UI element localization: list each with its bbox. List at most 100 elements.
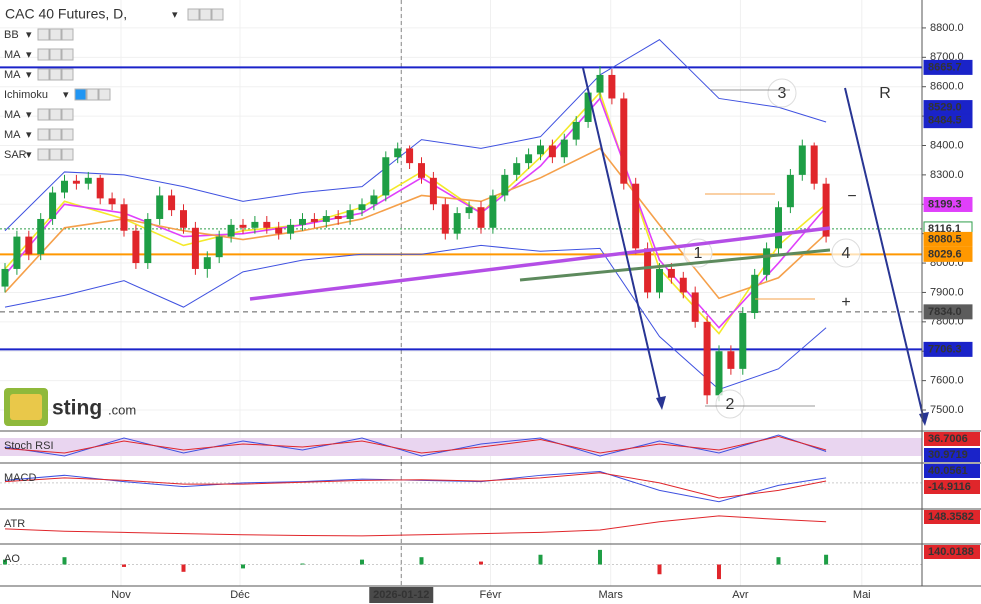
annotation: 1 [694,245,703,262]
candle-body [275,227,283,234]
annotation: 4 [842,245,851,262]
candle-body [655,268,663,293]
price-label-bg [923,341,973,357]
y-tick-label: 7900.0 [930,286,964,298]
y-tick-label: 8400.0 [930,139,964,151]
legend-entry: SAR [4,149,27,161]
legend-arrow: ▾ [172,9,178,21]
legend-entry: MA [4,69,21,81]
ao-bar [824,554,829,565]
price-label: 8029.6 [928,248,962,260]
ao-bar [2,559,7,565]
channel-line [844,87,925,421]
candle-body [239,224,247,228]
legend-icon[interactable] [199,8,212,21]
value-label: 148.3582 [928,511,974,523]
legend-icon[interactable] [49,68,62,81]
x-tick-label: Nov [111,589,131,601]
price-label: 8484.5 [928,115,962,127]
candle-body [132,230,140,264]
legend-icon[interactable] [61,68,74,81]
legend-icon[interactable] [37,28,50,41]
legend-entry: Ichimoku [4,89,48,101]
candle-body [727,351,735,369]
candle-body [429,177,437,205]
sub-panes: Stoch RSI 36.7006 30.9719 MACD 40.0561 -14.91… [0,430,981,580]
y-tick-label: 8800.0 [930,22,964,34]
candle-body [608,74,616,99]
candle-body [572,121,580,140]
price-label: 7706.3 [928,343,962,355]
candle-body [144,218,152,264]
candle-body [298,218,306,225]
legend-icon[interactable] [49,128,62,141]
candle-body [536,145,544,155]
legend-arrow: ▾ [26,69,32,81]
value-label: -14.9116 [928,481,971,493]
candle-body [370,195,378,205]
price-label-bg [923,196,973,212]
candle-body [25,236,33,255]
candle-body [179,210,187,228]
candle-body [822,183,830,237]
value-label-bg [924,480,980,494]
pane-band [0,438,922,456]
legend-icon[interactable] [98,88,111,101]
legend-icon[interactable] [37,108,50,121]
candle-body [810,145,818,184]
legend-icon[interactable] [187,8,200,21]
candle-body [287,224,295,234]
candle-body [465,207,473,214]
value-label-bg [924,432,980,446]
x-tick-label: Mai [853,589,871,601]
ao-bar [359,559,364,565]
legend-icon[interactable] [86,88,99,101]
ao-bar [419,557,424,565]
candle-body [13,236,21,269]
watermark-text: .com [108,402,136,417]
candle-body [548,145,556,158]
legend-icon[interactable] [37,128,50,141]
x-tick-label: Févr [480,589,502,601]
legend-icon[interactable] [49,28,62,41]
legend-icon[interactable] [37,68,50,81]
candle-body [774,207,782,249]
candle-body [596,74,604,93]
legend-entry: BB [4,29,19,41]
legend-icon[interactable] [61,128,74,141]
value-label-bg [924,545,980,559]
pane-title: AO [4,553,20,565]
annotation-circle [767,78,797,108]
indicator-line [4,39,827,232]
legend-icon[interactable] [74,88,87,101]
x-tick-label: Mars [598,589,623,601]
price-label-bg [923,113,973,129]
price-label-bg [923,59,973,75]
candle-body [703,321,711,396]
legend-icon[interactable] [61,28,74,41]
x-tick-label: 2026-01-12 [373,589,429,601]
candle-body [584,92,592,122]
legend-icon[interactable] [49,148,62,161]
candle-body [168,195,176,211]
legend-icon[interactable] [61,48,74,61]
candle-body [739,313,747,369]
legend-icon[interactable] [61,108,74,121]
pane-title: MACD [4,472,36,484]
candle-body [763,248,771,275]
candle-body [251,221,259,228]
y-tick-label: 7600.0 [930,375,964,387]
legend-icon[interactable] [37,148,50,161]
indicator-line [4,434,827,457]
legend-icon[interactable] [37,48,50,61]
indicator-line [4,435,827,454]
legend-icon[interactable] [61,148,74,161]
value-label: 140.0188 [928,546,974,558]
legend-icon[interactable] [211,8,224,21]
legend-icon[interactable] [49,108,62,121]
value-label-bg [924,464,980,478]
annotation-circle [715,389,745,419]
legend-icon[interactable] [49,48,62,61]
